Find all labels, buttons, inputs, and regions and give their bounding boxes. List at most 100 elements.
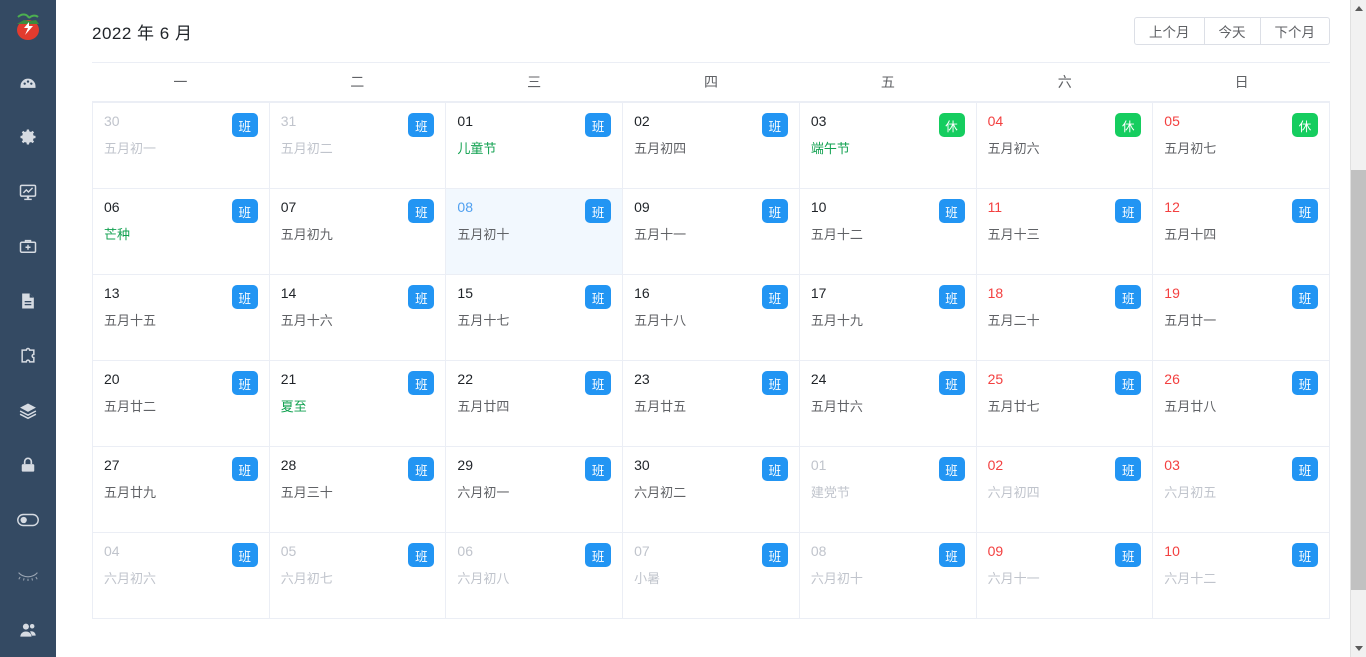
calendar-day-cell[interactable]: 03 六月初五 班 bbox=[1153, 447, 1330, 533]
calendar-day-cell[interactable]: 24 五月廿六 班 bbox=[799, 361, 977, 447]
calendar-day-cell[interactable]: 08 五月初十 班 bbox=[446, 189, 624, 275]
work-day-badge[interactable]: 班 bbox=[1291, 543, 1318, 567]
today-button[interactable]: 今天 bbox=[1204, 17, 1261, 45]
sidebar-item-toggle[interactable] bbox=[0, 493, 56, 548]
scroll-up-arrow-icon[interactable] bbox=[1351, 0, 1366, 17]
sidebar-item-toolbox[interactable] bbox=[0, 219, 56, 274]
calendar-day-cell[interactable]: 22 五月廿四 班 bbox=[446, 361, 624, 447]
calendar-day-cell[interactable]: 06 六月初八 班 bbox=[446, 533, 624, 619]
work-day-badge[interactable]: 班 bbox=[408, 199, 435, 223]
calendar-day-cell[interactable]: 27 五月廿九 班 bbox=[93, 447, 270, 533]
sidebar-item-layers[interactable] bbox=[0, 383, 56, 438]
work-day-badge[interactable]: 班 bbox=[938, 457, 965, 481]
work-day-badge[interactable]: 班 bbox=[938, 199, 965, 223]
calendar-day-cell[interactable]: 05 六月初七 班 bbox=[269, 533, 447, 619]
work-day-badge[interactable]: 班 bbox=[408, 457, 435, 481]
work-day-badge[interactable]: 班 bbox=[1115, 371, 1142, 395]
sidebar-item-dashboard[interactable] bbox=[0, 55, 56, 110]
work-day-badge[interactable]: 班 bbox=[585, 543, 612, 567]
work-day-badge[interactable]: 班 bbox=[585, 199, 612, 223]
sidebar-item-security[interactable] bbox=[0, 438, 56, 493]
calendar-day-cell[interactable]: 15 五月十七 班 bbox=[446, 275, 624, 361]
sidebar-item-monitor[interactable] bbox=[0, 164, 56, 219]
calendar-day-cell[interactable]: 10 五月十二 班 bbox=[799, 189, 977, 275]
calendar-day-cell[interactable]: 01 儿童节 班 bbox=[446, 103, 624, 189]
work-day-badge[interactable]: 班 bbox=[761, 371, 788, 395]
calendar-day-cell[interactable]: 21 夏至 班 bbox=[269, 361, 447, 447]
work-day-badge[interactable]: 班 bbox=[231, 285, 258, 309]
calendar-day-cell[interactable]: 09 六月十一 班 bbox=[976, 533, 1154, 619]
calendar-day-cell[interactable]: 08 六月初十 班 bbox=[799, 533, 977, 619]
work-day-badge[interactable]: 班 bbox=[231, 113, 258, 137]
sidebar-item-users[interactable] bbox=[0, 602, 56, 657]
page-scrollbar[interactable] bbox=[1350, 0, 1366, 657]
app-logo[interactable] bbox=[0, 0, 56, 55]
work-day-badge[interactable]: 班 bbox=[1291, 457, 1318, 481]
calendar-day-cell[interactable]: 05 五月初七 休 bbox=[1153, 103, 1330, 189]
work-day-badge[interactable]: 班 bbox=[231, 371, 258, 395]
work-day-badge[interactable]: 班 bbox=[231, 543, 258, 567]
calendar-day-cell[interactable]: 30 五月初一 班 bbox=[93, 103, 270, 189]
calendar-day-cell[interactable]: 31 五月初二 班 bbox=[269, 103, 447, 189]
calendar-day-cell[interactable]: 02 五月初四 班 bbox=[623, 103, 800, 189]
work-day-badge[interactable]: 班 bbox=[938, 371, 965, 395]
sidebar-item-settings[interactable] bbox=[0, 110, 56, 165]
prev-month-button[interactable]: 上个月 bbox=[1134, 17, 1205, 45]
calendar-day-cell[interactable]: 04 五月初六 休 bbox=[976, 103, 1154, 189]
work-day-badge[interactable]: 班 bbox=[231, 457, 258, 481]
work-day-badge[interactable]: 班 bbox=[408, 543, 435, 567]
calendar-day-cell[interactable]: 12 五月十四 班 bbox=[1153, 189, 1330, 275]
work-day-badge[interactable]: 班 bbox=[408, 113, 435, 137]
calendar-day-cell[interactable]: 09 五月十一 班 bbox=[623, 189, 800, 275]
work-day-badge[interactable]: 班 bbox=[585, 457, 612, 481]
work-day-badge[interactable]: 班 bbox=[938, 285, 965, 309]
calendar-day-cell[interactable]: 11 五月十三 班 bbox=[976, 189, 1154, 275]
scrollbar-thumb[interactable] bbox=[1351, 170, 1366, 590]
sidebar-item-eyelash[interactable] bbox=[0, 548, 56, 603]
work-day-badge[interactable]: 班 bbox=[1291, 285, 1318, 309]
rest-day-badge[interactable]: 休 bbox=[1291, 113, 1318, 137]
calendar-day-cell[interactable]: 19 五月廿一 班 bbox=[1153, 275, 1330, 361]
work-day-badge[interactable]: 班 bbox=[585, 285, 612, 309]
calendar-day-cell[interactable]: 07 小暑 班 bbox=[623, 533, 800, 619]
work-day-badge[interactable]: 班 bbox=[1115, 457, 1142, 481]
rest-day-badge[interactable]: 休 bbox=[1115, 113, 1142, 137]
work-day-badge[interactable]: 班 bbox=[1115, 543, 1142, 567]
work-day-badge[interactable]: 班 bbox=[761, 457, 788, 481]
calendar-day-cell[interactable]: 25 五月廿七 班 bbox=[976, 361, 1154, 447]
work-day-badge[interactable]: 班 bbox=[585, 113, 612, 137]
calendar-day-cell[interactable]: 03 端午节 休 bbox=[799, 103, 977, 189]
calendar-day-cell[interactable]: 18 五月二十 班 bbox=[976, 275, 1154, 361]
calendar-day-cell[interactable]: 14 五月十六 班 bbox=[269, 275, 447, 361]
work-day-badge[interactable]: 班 bbox=[231, 199, 258, 223]
calendar-day-cell[interactable]: 06 芒种 班 bbox=[93, 189, 270, 275]
work-day-badge[interactable]: 班 bbox=[938, 543, 965, 567]
calendar-day-cell[interactable]: 30 六月初二 班 bbox=[623, 447, 800, 533]
work-day-badge[interactable]: 班 bbox=[408, 371, 435, 395]
work-day-badge[interactable]: 班 bbox=[761, 199, 788, 223]
calendar-day-cell[interactable]: 16 五月十八 班 bbox=[623, 275, 800, 361]
work-day-badge[interactable]: 班 bbox=[408, 285, 435, 309]
calendar-day-cell[interactable]: 23 五月廿五 班 bbox=[623, 361, 800, 447]
calendar-day-cell[interactable]: 28 五月三十 班 bbox=[269, 447, 447, 533]
work-day-badge[interactable]: 班 bbox=[1291, 371, 1318, 395]
calendar-day-cell[interactable]: 20 五月廿二 班 bbox=[93, 361, 270, 447]
calendar-day-cell[interactable]: 13 五月十五 班 bbox=[93, 275, 270, 361]
work-day-badge[interactable]: 班 bbox=[761, 113, 788, 137]
work-day-badge[interactable]: 班 bbox=[761, 543, 788, 567]
calendar-day-cell[interactable]: 26 五月廿八 班 bbox=[1153, 361, 1330, 447]
work-day-badge[interactable]: 班 bbox=[1115, 285, 1142, 309]
calendar-day-cell[interactable]: 02 六月初四 班 bbox=[976, 447, 1154, 533]
calendar-day-cell[interactable]: 07 五月初九 班 bbox=[269, 189, 447, 275]
rest-day-badge[interactable]: 休 bbox=[938, 113, 965, 137]
calendar-day-cell[interactable]: 04 六月初六 班 bbox=[93, 533, 270, 619]
work-day-badge[interactable]: 班 bbox=[1291, 199, 1318, 223]
work-day-badge[interactable]: 班 bbox=[761, 285, 788, 309]
calendar-day-cell[interactable]: 10 六月十二 班 bbox=[1153, 533, 1330, 619]
calendar-day-cell[interactable]: 17 五月十九 班 bbox=[799, 275, 977, 361]
sidebar-item-plugins[interactable] bbox=[0, 329, 56, 384]
work-day-badge[interactable]: 班 bbox=[1115, 199, 1142, 223]
calendar-day-cell[interactable]: 01 建党节 班 bbox=[799, 447, 977, 533]
next-month-button[interactable]: 下个月 bbox=[1260, 17, 1330, 45]
calendar-day-cell[interactable]: 29 六月初一 班 bbox=[446, 447, 624, 533]
